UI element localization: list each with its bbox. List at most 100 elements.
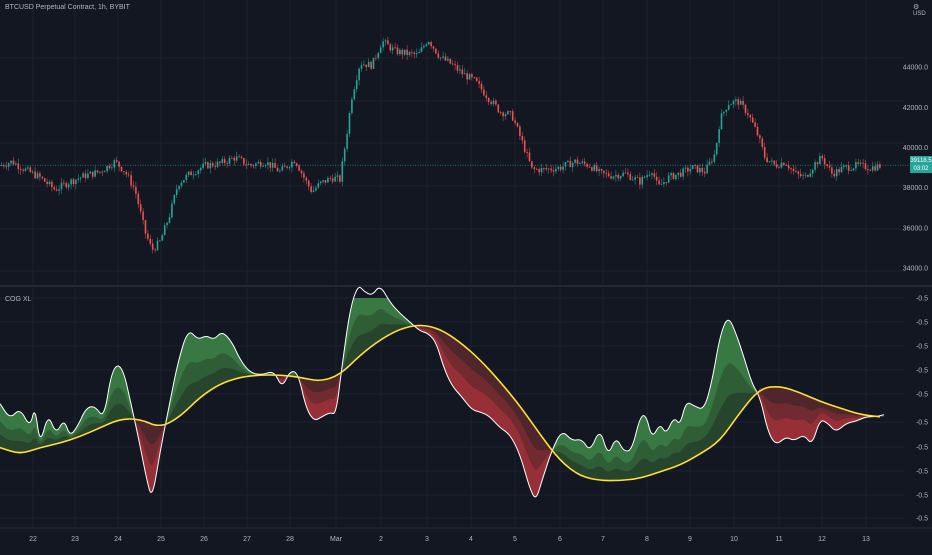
candle [214,161,216,171]
candle [370,60,372,71]
candle [641,174,644,189]
candle [538,167,540,176]
candle [399,48,401,57]
cog-oscillator [0,286,885,498]
candle [509,110,512,116]
candle [123,171,125,176]
candle [118,161,120,172]
candle [245,159,248,170]
candle [691,164,694,170]
candle [106,165,108,174]
candle [759,134,761,144]
currency-text: USD [913,11,926,17]
symbol-title[interactable]: BTCUSD Perpetual Contract, 1h, BYBIT [5,4,130,11]
indicator-tick-label: -0.5 [916,368,928,375]
candle [219,160,221,167]
candle [588,163,591,169]
candle [269,162,272,173]
candle [511,109,514,122]
candle [89,170,92,174]
candle [667,172,670,184]
candle [771,157,773,165]
candle [562,161,564,174]
candle [603,170,605,178]
candle [557,165,560,172]
candle [876,161,879,172]
candle [732,99,735,109]
candle [199,166,202,174]
last-price-value: 39118.5 [910,158,932,165]
candle [835,166,838,181]
candle [857,158,860,167]
gear-icon[interactable]: ⚙ [913,4,920,11]
candle [773,160,776,166]
candle [353,86,356,101]
candle [319,181,322,186]
candle [185,172,188,183]
candle [706,159,708,174]
candle [58,185,60,196]
candle [17,158,20,174]
candle [96,170,99,174]
candle [267,157,269,170]
candle [679,169,682,178]
candle [619,175,622,181]
candle [823,154,826,170]
candle [492,97,495,107]
price-axis[interactable]: 44000.0 42000.0 40000.0 38000.0 36000.0 34000… [903,65,928,273]
candle [471,72,473,81]
candle [187,171,190,177]
candle [646,170,648,181]
candle [233,155,236,166]
candle [403,49,406,57]
time-tick-label: 24 [114,536,122,543]
candle [658,176,660,186]
candle [413,51,416,59]
indicator-tick-label: -0.5 [916,445,928,452]
candle [660,178,663,185]
candle [171,200,173,220]
candle [435,48,437,55]
indicator-axis[interactable]: -0.5 -0.5 -0.5 -0.5 -0.5 -0.5 -0.5 -0.5 -0.5 -0.5 [916,296,928,523]
candle [586,162,588,169]
candle [343,146,346,166]
last-price-badge: 39118.5 03:02 [910,156,932,174]
candle [377,51,380,61]
candle [648,170,651,177]
candle [178,185,180,192]
candle [718,126,720,148]
candle [303,170,305,183]
candle [792,164,795,175]
candle [163,222,166,236]
time-axis[interactable]: 22 23 24 25 26 27 28 Mar 2 3 4 5 6 7 8 9 10 11 12 13 [29,536,870,543]
indicator-tick-label: -0.5 [916,493,928,500]
candle [581,158,584,165]
candle [840,162,843,173]
time-tick-label: 2 [379,536,383,543]
candle [103,170,106,173]
candle [862,158,864,169]
candle [99,171,101,175]
price-tick-label: 44000.0 [903,65,928,72]
candle [595,161,598,173]
candle [315,185,317,192]
indicator-tick-label: -0.5 [916,516,928,523]
candle [389,42,392,53]
candle [401,48,404,60]
candle [312,185,315,193]
candle [819,152,821,165]
candle [367,58,370,68]
candle [523,136,526,154]
candle [24,167,27,172]
candle [456,61,459,74]
candle [790,167,792,174]
candle [48,180,51,187]
indicator-title[interactable]: COG XL [5,296,32,303]
candle [327,176,329,183]
candle [348,111,351,138]
candle [701,163,704,176]
candle [439,57,442,61]
candle [375,54,377,62]
